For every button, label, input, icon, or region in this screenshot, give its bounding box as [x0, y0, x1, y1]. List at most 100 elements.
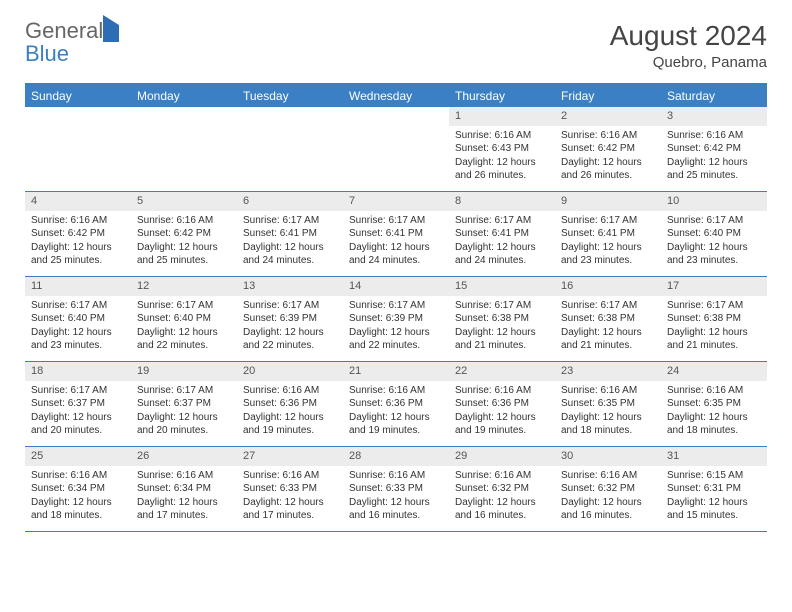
day-number: 21: [343, 362, 449, 381]
day-content: Sunrise: 6:17 AMSunset: 6:40 PMDaylight:…: [661, 211, 767, 271]
daylight-text: Daylight: 12 hours and 18 minutes.: [561, 411, 655, 438]
sunrise-text: Sunrise: 6:16 AM: [455, 129, 549, 143]
sunrise-text: Sunrise: 6:17 AM: [455, 299, 549, 313]
day-number: 12: [131, 277, 237, 296]
logo-triangle-icon: [103, 15, 119, 42]
sunrise-text: Sunrise: 6:16 AM: [667, 384, 761, 398]
sunrise-text: Sunrise: 6:16 AM: [31, 214, 125, 228]
daylight-text: Daylight: 12 hours and 16 minutes.: [455, 496, 549, 523]
calendar-week-row: 25Sunrise: 6:16 AMSunset: 6:34 PMDayligh…: [25, 447, 767, 532]
day-number: 6: [237, 192, 343, 211]
day-number: 22: [449, 362, 555, 381]
weekday-header: Thursday: [449, 84, 555, 107]
calendar-day-cell: [343, 107, 449, 192]
day-content: Sunrise: 6:16 AMSunset: 6:42 PMDaylight:…: [25, 211, 131, 271]
calendar-day-cell: 18Sunrise: 6:17 AMSunset: 6:37 PMDayligh…: [25, 362, 131, 447]
sunrise-text: Sunrise: 6:17 AM: [667, 299, 761, 313]
sunrise-text: Sunrise: 6:17 AM: [561, 214, 655, 228]
sunset-text: Sunset: 6:42 PM: [667, 142, 761, 156]
calendar-day-cell: 20Sunrise: 6:16 AMSunset: 6:36 PMDayligh…: [237, 362, 343, 447]
sunset-text: Sunset: 6:42 PM: [31, 227, 125, 241]
day-number: 17: [661, 277, 767, 296]
day-number: 1: [449, 107, 555, 126]
sunrise-text: Sunrise: 6:16 AM: [31, 469, 125, 483]
day-content: Sunrise: 6:16 AMSunset: 6:33 PMDaylight:…: [237, 466, 343, 526]
sunset-text: Sunset: 6:41 PM: [455, 227, 549, 241]
day-number: 15: [449, 277, 555, 296]
day-content: Sunrise: 6:16 AMSunset: 6:36 PMDaylight:…: [449, 381, 555, 441]
day-content: Sunrise: 6:17 AMSunset: 6:37 PMDaylight:…: [25, 381, 131, 441]
weekday-header: Friday: [555, 84, 661, 107]
day-number: 14: [343, 277, 449, 296]
day-content: Sunrise: 6:17 AMSunset: 6:40 PMDaylight:…: [25, 296, 131, 356]
day-number: 26: [131, 447, 237, 466]
sunset-text: Sunset: 6:40 PM: [31, 312, 125, 326]
weekday-header: Monday: [131, 84, 237, 107]
sunset-text: Sunset: 6:36 PM: [349, 397, 443, 411]
day-number: 3: [661, 107, 767, 126]
day-content: Sunrise: 6:15 AMSunset: 6:31 PMDaylight:…: [661, 466, 767, 526]
calendar-week-row: 1Sunrise: 6:16 AMSunset: 6:43 PMDaylight…: [25, 107, 767, 192]
day-number: 30: [555, 447, 661, 466]
calendar-day-cell: 7Sunrise: 6:17 AMSunset: 6:41 PMDaylight…: [343, 192, 449, 277]
sunrise-text: Sunrise: 6:17 AM: [31, 299, 125, 313]
day-number: 5: [131, 192, 237, 211]
daylight-text: Daylight: 12 hours and 25 minutes.: [667, 156, 761, 183]
day-number: 13: [237, 277, 343, 296]
calendar-day-cell: 6Sunrise: 6:17 AMSunset: 6:41 PMDaylight…: [237, 192, 343, 277]
sunset-text: Sunset: 6:40 PM: [667, 227, 761, 241]
day-number: 27: [237, 447, 343, 466]
calendar-day-cell: 22Sunrise: 6:16 AMSunset: 6:36 PMDayligh…: [449, 362, 555, 447]
day-content: Sunrise: 6:16 AMSunset: 6:36 PMDaylight:…: [237, 381, 343, 441]
day-number: 29: [449, 447, 555, 466]
sunset-text: Sunset: 6:37 PM: [31, 397, 125, 411]
day-number: 9: [555, 192, 661, 211]
brand-blue: Blue: [25, 41, 69, 66]
day-number: 8: [449, 192, 555, 211]
day-content: Sunrise: 6:17 AMSunset: 6:41 PMDaylight:…: [237, 211, 343, 271]
daylight-text: Daylight: 12 hours and 15 minutes.: [667, 496, 761, 523]
day-content: Sunrise: 6:16 AMSunset: 6:35 PMDaylight:…: [661, 381, 767, 441]
day-content: Sunrise: 6:17 AMSunset: 6:38 PMDaylight:…: [661, 296, 767, 356]
day-number: 7: [343, 192, 449, 211]
sunset-text: Sunset: 6:42 PM: [137, 227, 231, 241]
calendar-day-cell: 29Sunrise: 6:16 AMSunset: 6:32 PMDayligh…: [449, 447, 555, 532]
day-number: 10: [661, 192, 767, 211]
weekday-header-row: Sunday Monday Tuesday Wednesday Thursday…: [25, 84, 767, 107]
calendar-day-cell: 17Sunrise: 6:17 AMSunset: 6:38 PMDayligh…: [661, 277, 767, 362]
sunrise-text: Sunrise: 6:16 AM: [455, 384, 549, 398]
day-number: 19: [131, 362, 237, 381]
day-number: 11: [25, 277, 131, 296]
day-content: Sunrise: 6:16 AMSunset: 6:34 PMDaylight:…: [131, 466, 237, 526]
location-label: Quebro, Panama: [610, 54, 767, 71]
calendar-day-cell: 24Sunrise: 6:16 AMSunset: 6:35 PMDayligh…: [661, 362, 767, 447]
daylight-text: Daylight: 12 hours and 24 minutes.: [455, 241, 549, 268]
daylight-text: Daylight: 12 hours and 25 minutes.: [31, 241, 125, 268]
day-number: 23: [555, 362, 661, 381]
day-number: 16: [555, 277, 661, 296]
daylight-text: Daylight: 12 hours and 24 minutes.: [349, 241, 443, 268]
sunrise-text: Sunrise: 6:16 AM: [455, 469, 549, 483]
sunrise-text: Sunrise: 6:17 AM: [667, 214, 761, 228]
day-content: Sunrise: 6:17 AMSunset: 6:41 PMDaylight:…: [555, 211, 661, 271]
sunrise-text: Sunrise: 6:17 AM: [137, 384, 231, 398]
sunrise-text: Sunrise: 6:17 AM: [137, 299, 231, 313]
daylight-text: Daylight: 12 hours and 16 minutes.: [561, 496, 655, 523]
calendar-day-cell: [237, 107, 343, 192]
header: General Blue August 2024 Quebro, Panama: [25, 20, 767, 71]
calendar-day-cell: 25Sunrise: 6:16 AMSunset: 6:34 PMDayligh…: [25, 447, 131, 532]
daylight-text: Daylight: 12 hours and 23 minutes.: [561, 241, 655, 268]
day-content: Sunrise: 6:16 AMSunset: 6:32 PMDaylight:…: [555, 466, 661, 526]
sunset-text: Sunset: 6:38 PM: [455, 312, 549, 326]
page-title: August 2024: [610, 20, 767, 52]
sunset-text: Sunset: 6:36 PM: [243, 397, 337, 411]
sunrise-text: Sunrise: 6:17 AM: [349, 214, 443, 228]
day-number: 25: [25, 447, 131, 466]
calendar-day-cell: 12Sunrise: 6:17 AMSunset: 6:40 PMDayligh…: [131, 277, 237, 362]
calendar-week-row: 4Sunrise: 6:16 AMSunset: 6:42 PMDaylight…: [25, 192, 767, 277]
day-number: 31: [661, 447, 767, 466]
sunset-text: Sunset: 6:33 PM: [349, 482, 443, 496]
daylight-text: Daylight: 12 hours and 20 minutes.: [31, 411, 125, 438]
weekday-header: Sunday: [25, 84, 131, 107]
sunrise-text: Sunrise: 6:15 AM: [667, 469, 761, 483]
